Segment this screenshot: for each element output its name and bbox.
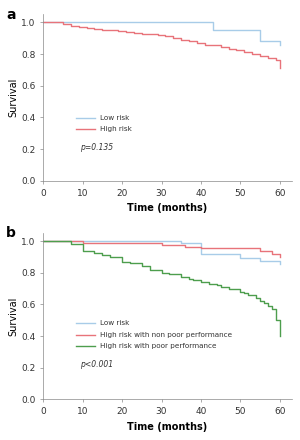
Text: b: b <box>6 227 16 240</box>
Y-axis label: Survival: Survival <box>8 297 18 336</box>
Text: High risk with poor performance: High risk with poor performance <box>100 343 217 349</box>
X-axis label: Time (months): Time (months) <box>127 422 208 432</box>
Y-axis label: Survival: Survival <box>8 78 18 117</box>
Text: p=0.135: p=0.135 <box>80 143 114 152</box>
Text: p<0.001: p<0.001 <box>80 359 114 369</box>
Text: High risk with non poor performance: High risk with non poor performance <box>100 332 232 337</box>
Text: Low risk: Low risk <box>100 115 130 121</box>
Text: a: a <box>6 8 15 22</box>
Text: High risk: High risk <box>100 126 132 132</box>
X-axis label: Time (months): Time (months) <box>127 203 208 213</box>
Text: Low risk: Low risk <box>100 320 130 326</box>
